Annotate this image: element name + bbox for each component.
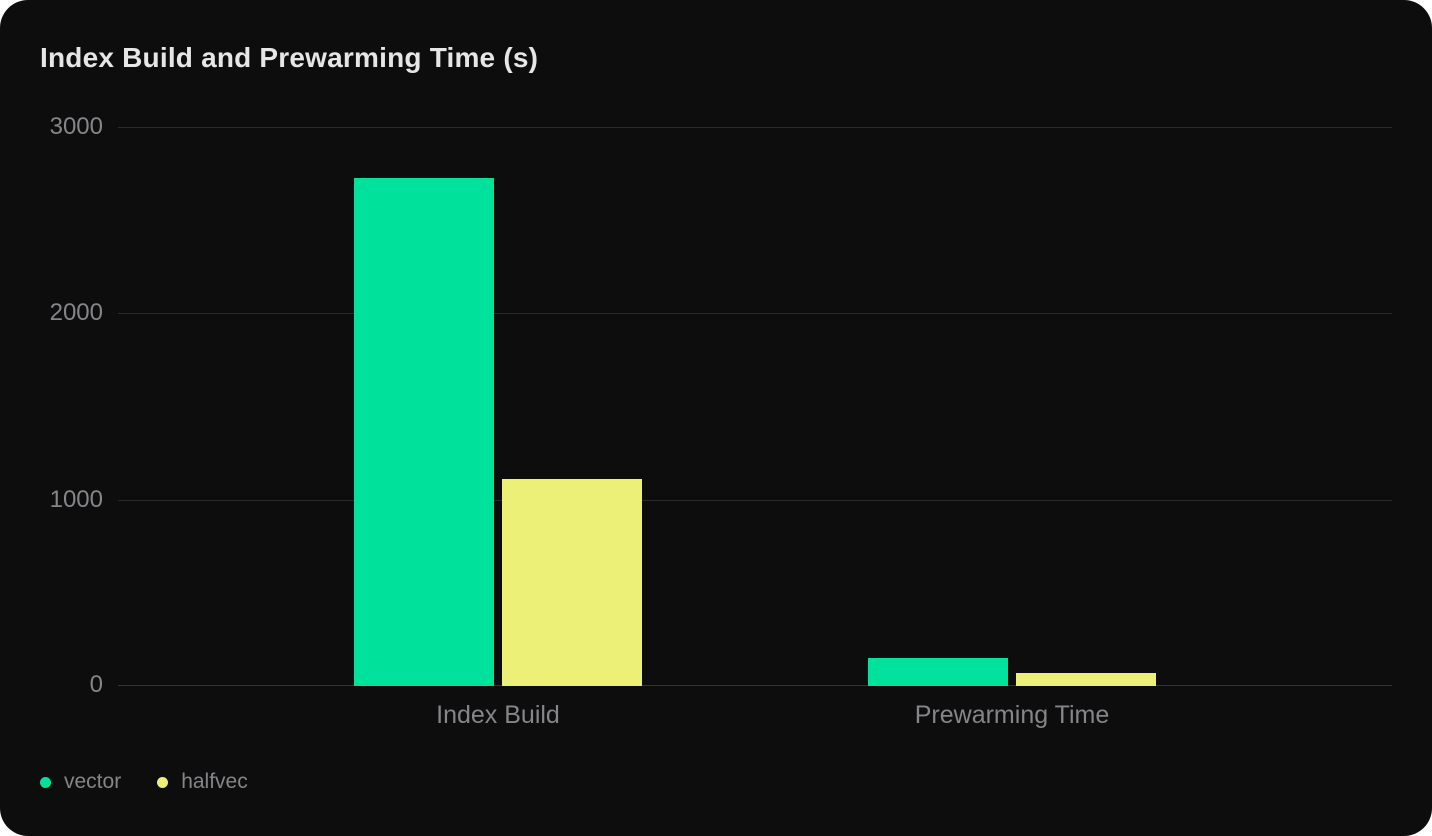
gridline-1000	[118, 499, 1392, 501]
gridline-3000	[118, 127, 1392, 128]
y-axis-tick-label: 0	[89, 671, 103, 698]
chart-title: Index Build and Prewarming Time (s)	[40, 42, 539, 73]
y-axis: 3000 2000 1000 0	[0, 113, 103, 698]
bar-vector-prewarming-time[interactable]	[868, 658, 1008, 686]
y-axis-tick-label: 2000	[49, 299, 103, 327]
bar-halfvec-index-build[interactable]	[502, 479, 642, 686]
gridline-2000	[118, 313, 1392, 315]
bar-vector-index-build[interactable]	[354, 178, 494, 686]
legend-swatch-halfvec	[157, 776, 169, 788]
legend-label: halfvec	[181, 770, 248, 793]
chart-legend: vector halfvec	[40, 770, 248, 794]
legend-item-halfvec[interactable]: halfvec	[157, 770, 248, 794]
x-axis-category-label: Prewarming Time	[914, 701, 1110, 729]
plot-area	[118, 127, 1392, 686]
x-axis-category-label: Index Build	[436, 701, 560, 729]
y-axis-tick-label: 3000	[49, 113, 103, 140]
legend-label: vector	[64, 770, 122, 793]
gridline-zero	[118, 685, 1392, 686]
y-axis-tick-label: 1000	[49, 485, 103, 513]
legend-swatch-vector	[40, 776, 51, 788]
bar-halfvec-prewarming-time[interactable]	[1016, 672, 1156, 686]
legend-item-vector[interactable]: vector	[40, 770, 121, 794]
